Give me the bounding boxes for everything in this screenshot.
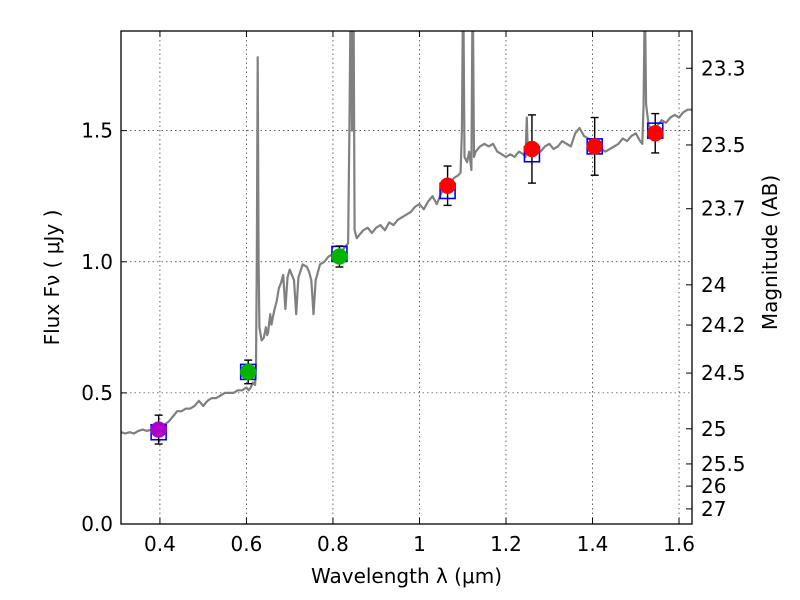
magnitude-tick-label: 24.5 (701, 361, 746, 385)
y-axis-title: Flux Fν ( μJy ) (40, 210, 64, 346)
grid (121, 31, 692, 524)
observed-photometry-point (331, 248, 348, 265)
observed-photometry-point (646, 125, 664, 142)
y-tick-label: 1.0 (81, 250, 113, 274)
x-tick-label: 0.8 (317, 532, 349, 556)
x-tick-label: 0.6 (231, 532, 263, 556)
spectrum-line (121, 31, 692, 435)
observed-photometry-point (439, 177, 456, 194)
magnitude-tick-label: 27 (701, 497, 726, 521)
magnitude-tick-label: 23.3 (701, 56, 746, 80)
observed-photometry-point (150, 421, 167, 438)
magnitude-tick-label: 24 (701, 273, 726, 297)
x-axis-title: Wavelength λ (μm) (311, 564, 502, 588)
x-tick-label: 1.6 (663, 532, 695, 556)
magnitude-tick-label: 23.7 (701, 197, 746, 221)
x-tick-label: 1 (413, 532, 426, 556)
x-tick-label: 1.2 (490, 532, 522, 556)
observed-photometry-point (239, 363, 257, 381)
x-tick-label: 0.4 (144, 532, 176, 556)
plot-data (121, 31, 692, 445)
magnitude-tick-label: 26 (701, 474, 726, 498)
plot-frame (120, 30, 693, 525)
y-tick-label: 1.5 (81, 119, 113, 143)
magnitude-tick-label: 25 (701, 417, 726, 441)
y-tick-label: 0.0 (81, 512, 113, 536)
y-tick-label: 0.5 (81, 381, 113, 405)
magnitude-axis-title: Magnitude (AB) (758, 175, 782, 330)
magnitude-tick-label: 24.2 (701, 313, 746, 337)
observed-photometry-point (586, 138, 603, 155)
axis-ticks: 0.4 0.6 0.8 1 1.2 1.4 1.6 0.0 0.5 1.0 1.5 23.3 23.5 2… (81, 31, 746, 556)
magnitude-tick-label: 23.5 (701, 133, 746, 157)
x-tick-label: 1.4 (577, 532, 609, 556)
magnitude-tick-label: 25.5 (701, 452, 746, 476)
observed-photometry-point (523, 140, 541, 158)
